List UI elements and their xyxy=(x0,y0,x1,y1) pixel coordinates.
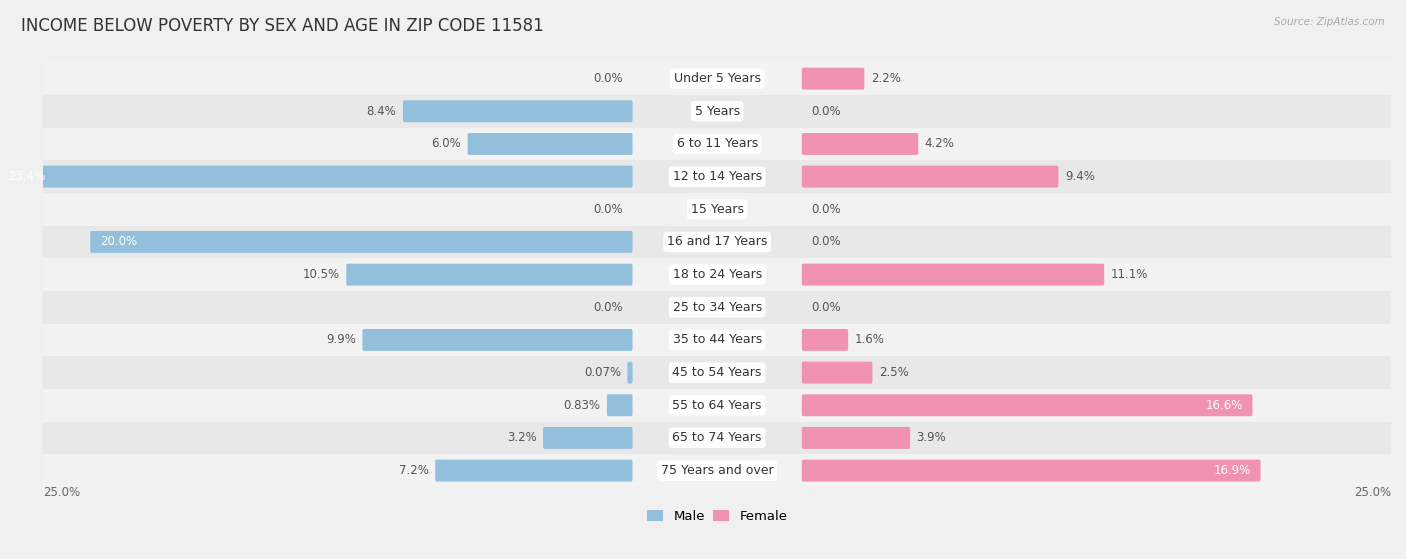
FancyBboxPatch shape xyxy=(17,62,1406,95)
FancyBboxPatch shape xyxy=(801,329,848,351)
Text: 0.0%: 0.0% xyxy=(811,105,841,118)
Text: 11.1%: 11.1% xyxy=(1111,268,1149,281)
FancyBboxPatch shape xyxy=(436,459,633,481)
Text: 10.5%: 10.5% xyxy=(302,268,340,281)
FancyBboxPatch shape xyxy=(17,324,1406,356)
FancyBboxPatch shape xyxy=(0,165,633,188)
Text: 23.4%: 23.4% xyxy=(8,170,45,183)
FancyBboxPatch shape xyxy=(17,95,1406,127)
FancyBboxPatch shape xyxy=(627,362,633,383)
Text: 75 Years and over: 75 Years and over xyxy=(661,464,773,477)
Text: 18 to 24 Years: 18 to 24 Years xyxy=(672,268,762,281)
Text: 0.0%: 0.0% xyxy=(811,301,841,314)
Text: 0.83%: 0.83% xyxy=(564,399,600,412)
Text: 6.0%: 6.0% xyxy=(432,138,461,150)
FancyBboxPatch shape xyxy=(801,68,865,89)
FancyBboxPatch shape xyxy=(17,258,1406,291)
Text: Under 5 Years: Under 5 Years xyxy=(673,72,761,85)
Text: 25.0%: 25.0% xyxy=(1354,486,1391,499)
FancyBboxPatch shape xyxy=(468,133,633,155)
Text: 25 to 34 Years: 25 to 34 Years xyxy=(672,301,762,314)
Text: Source: ZipAtlas.com: Source: ZipAtlas.com xyxy=(1274,17,1385,27)
FancyBboxPatch shape xyxy=(607,394,633,416)
Text: 15 Years: 15 Years xyxy=(690,203,744,216)
Text: 2.2%: 2.2% xyxy=(870,72,901,85)
FancyBboxPatch shape xyxy=(801,133,918,155)
Text: 2.5%: 2.5% xyxy=(879,366,908,379)
Text: 25.0%: 25.0% xyxy=(44,486,80,499)
Text: 0.0%: 0.0% xyxy=(593,72,623,85)
FancyBboxPatch shape xyxy=(801,459,1261,481)
FancyBboxPatch shape xyxy=(17,160,1406,193)
Text: 3.9%: 3.9% xyxy=(917,432,946,444)
FancyBboxPatch shape xyxy=(801,165,1059,188)
Text: 65 to 74 Years: 65 to 74 Years xyxy=(672,432,762,444)
Text: 55 to 64 Years: 55 to 64 Years xyxy=(672,399,762,412)
FancyBboxPatch shape xyxy=(801,264,1104,286)
Text: 3.2%: 3.2% xyxy=(506,432,537,444)
Text: 16 and 17 Years: 16 and 17 Years xyxy=(666,235,768,248)
Legend: Male, Female: Male, Female xyxy=(641,505,793,528)
FancyBboxPatch shape xyxy=(17,454,1406,487)
Text: 0.0%: 0.0% xyxy=(811,203,841,216)
Text: 7.2%: 7.2% xyxy=(399,464,429,477)
Text: 20.0%: 20.0% xyxy=(100,235,136,248)
Text: 0.0%: 0.0% xyxy=(811,235,841,248)
FancyBboxPatch shape xyxy=(801,427,910,449)
FancyBboxPatch shape xyxy=(801,362,872,383)
FancyBboxPatch shape xyxy=(17,389,1406,421)
FancyBboxPatch shape xyxy=(404,101,633,122)
Text: 0.0%: 0.0% xyxy=(593,301,623,314)
Text: 35 to 44 Years: 35 to 44 Years xyxy=(672,333,762,347)
Text: 9.9%: 9.9% xyxy=(326,333,356,347)
Text: 45 to 54 Years: 45 to 54 Years xyxy=(672,366,762,379)
FancyBboxPatch shape xyxy=(17,291,1406,324)
Text: INCOME BELOW POVERTY BY SEX AND AGE IN ZIP CODE 11581: INCOME BELOW POVERTY BY SEX AND AGE IN Z… xyxy=(21,17,544,35)
Text: 6 to 11 Years: 6 to 11 Years xyxy=(676,138,758,150)
Text: 1.6%: 1.6% xyxy=(855,333,884,347)
Text: 0.07%: 0.07% xyxy=(583,366,621,379)
FancyBboxPatch shape xyxy=(90,231,633,253)
Text: 16.9%: 16.9% xyxy=(1213,464,1251,477)
Text: 8.4%: 8.4% xyxy=(367,105,396,118)
Text: 16.6%: 16.6% xyxy=(1205,399,1243,412)
Text: 5 Years: 5 Years xyxy=(695,105,740,118)
FancyBboxPatch shape xyxy=(363,329,633,351)
FancyBboxPatch shape xyxy=(17,193,1406,226)
Text: 4.2%: 4.2% xyxy=(925,138,955,150)
FancyBboxPatch shape xyxy=(17,356,1406,389)
FancyBboxPatch shape xyxy=(17,421,1406,454)
Text: 9.4%: 9.4% xyxy=(1064,170,1095,183)
FancyBboxPatch shape xyxy=(801,394,1253,416)
FancyBboxPatch shape xyxy=(543,427,633,449)
FancyBboxPatch shape xyxy=(346,264,633,286)
Text: 0.0%: 0.0% xyxy=(593,203,623,216)
FancyBboxPatch shape xyxy=(17,127,1406,160)
FancyBboxPatch shape xyxy=(17,226,1406,258)
Text: 12 to 14 Years: 12 to 14 Years xyxy=(672,170,762,183)
